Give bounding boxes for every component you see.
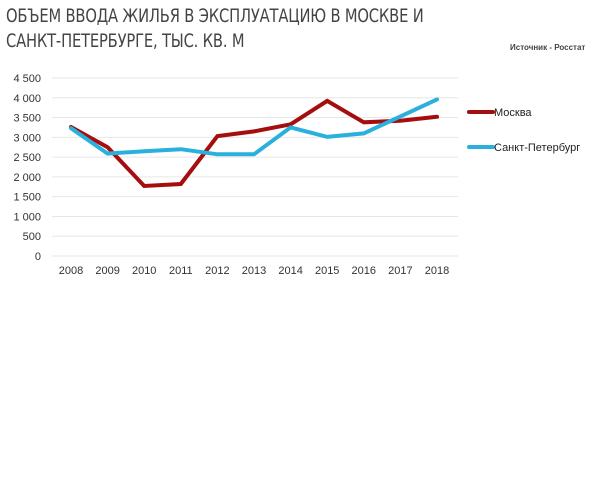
y-tick-label: 500 — [23, 231, 41, 243]
x-axis-labels: 2008 2009 2010 2011 2012 2013 2014 2015 2016 2017… — [59, 265, 449, 277]
y-tick-label: 0 — [35, 251, 41, 263]
x-tick-label: 2017 — [388, 265, 412, 277]
legend-label: Москва — [494, 107, 532, 119]
x-tick-label: 2010 — [132, 265, 156, 277]
x-tick-label: 2008 — [59, 265, 83, 277]
x-tick-label: 2015 — [315, 265, 339, 277]
y-tick-label: 1 500 — [13, 192, 41, 204]
x-tick-label: 2016 — [352, 265, 376, 277]
series-lines — [69, 97, 439, 189]
x-tick-label: 2011 — [169, 265, 193, 277]
x-tick-label: 2009 — [95, 265, 119, 277]
gridlines — [52, 77, 458, 257]
moscow-line — [69, 98, 439, 189]
y-tick-label: 3 000 — [13, 132, 41, 144]
x-tick-label: 2013 — [242, 265, 266, 277]
y-tick-label: 3 500 — [13, 113, 41, 125]
chart-title-line-1: ОБЪЕМ ВВОДА ЖИЛЬЯ В ЭКСПЛУАТАЦИЮ В МОСКВ… — [6, 5, 424, 27]
legend-label: Санкт-Петербург — [494, 142, 580, 154]
y-axis-labels: 0 500 1 000 1 500 2 000 2 500 3 000 3 500 4 000 4… — [13, 73, 41, 263]
spb-line — [69, 97, 439, 157]
legend: Москва Санкт-Петербург — [467, 107, 580, 154]
x-tick-label: 2014 — [278, 265, 302, 277]
y-tick-label: 4 500 — [13, 73, 41, 85]
y-tick-label: 4 000 — [13, 93, 41, 105]
chart-title-line-2: САНКТ-ПЕТЕРБУРГЕ, ТЫС. КВ. М — [6, 30, 245, 52]
y-tick-label: 1 000 — [13, 211, 41, 223]
x-tick-label: 2018 — [425, 265, 449, 277]
source-note: Источник - Росстат — [510, 43, 586, 52]
line-chart: 0 500 1 000 1 500 2 000 2 500 3 000 3 500 4 000 4… — [13, 73, 580, 277]
x-tick-label: 2012 — [205, 265, 229, 277]
chart-title: ОБЪЕМ ВВОДА ЖИЛЬЯ В ЭКСПЛУАТАЦИЮ В МОСКВ… — [6, 4, 424, 54]
y-tick-label: 2 500 — [13, 152, 41, 164]
y-tick-label: 2 000 — [13, 172, 41, 184]
